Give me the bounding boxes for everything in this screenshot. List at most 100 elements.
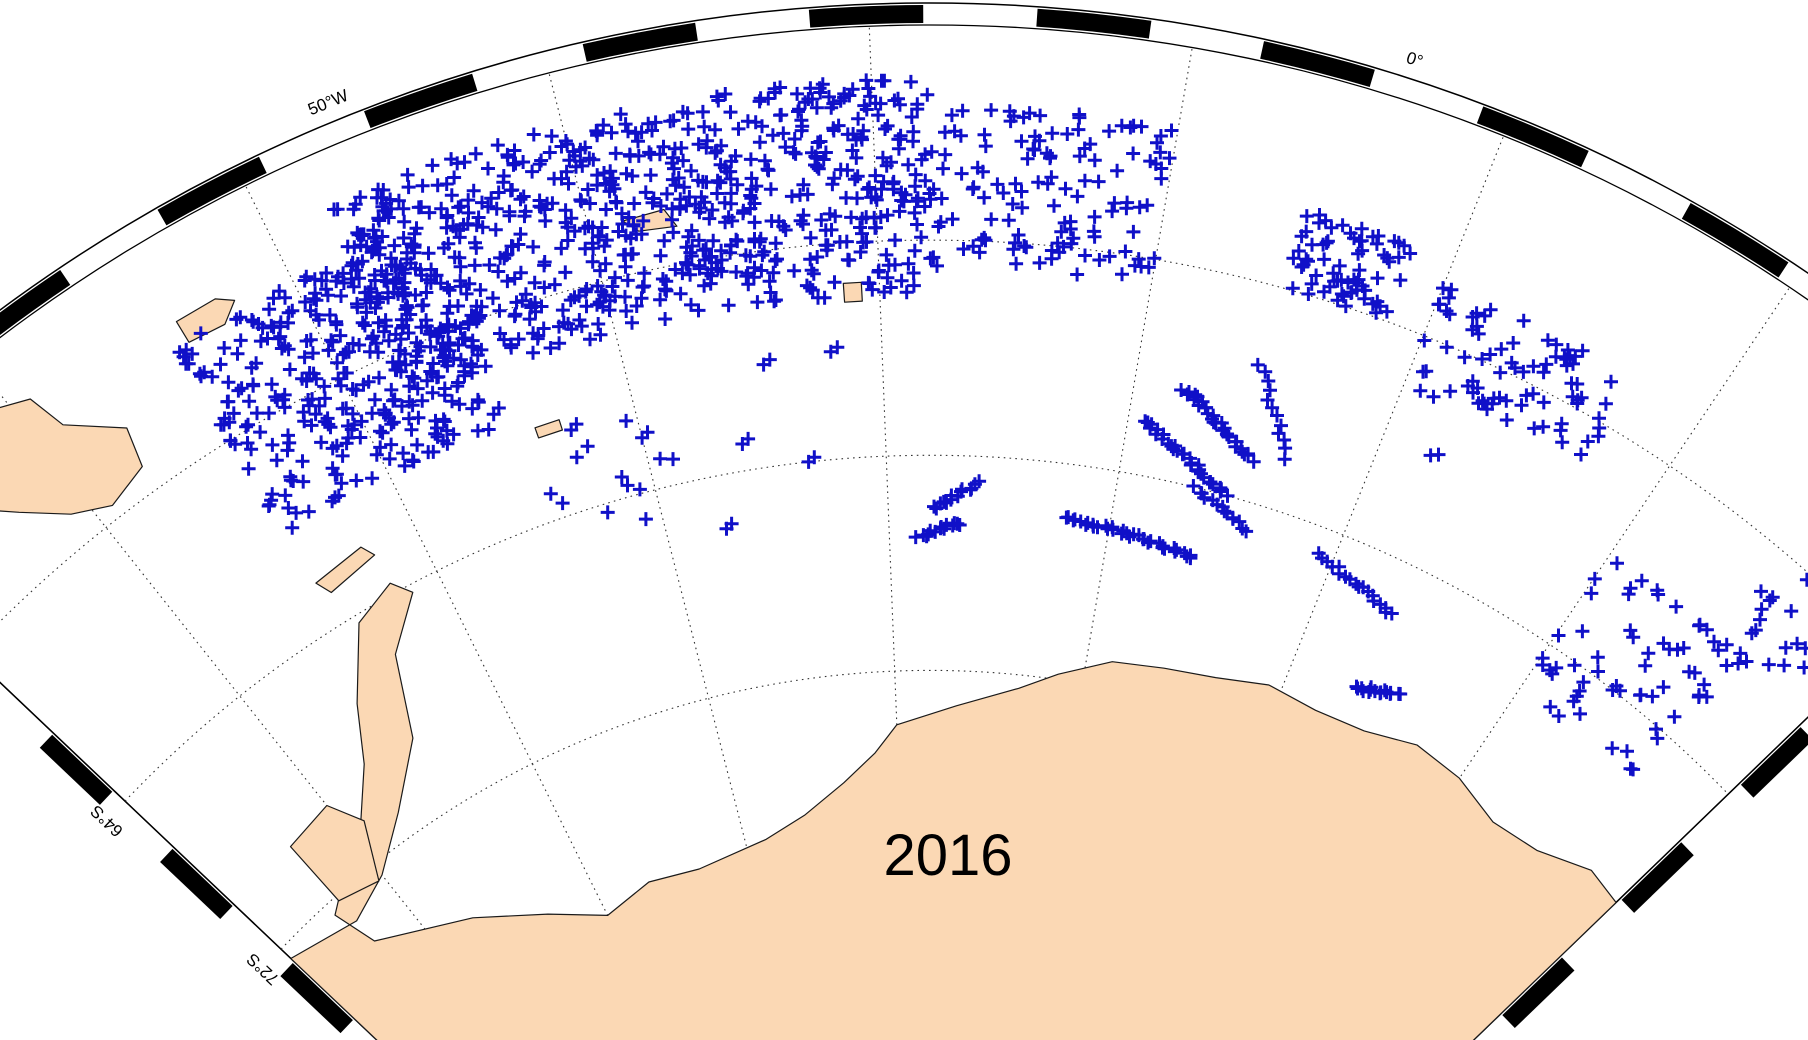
observation-marker (613, 107, 628, 122)
observation-marker (402, 379, 417, 394)
observation-marker (1343, 226, 1358, 241)
observation-marker (562, 153, 577, 168)
observation-marker (627, 196, 642, 211)
observation-marker (1391, 250, 1406, 265)
observation-marker (336, 347, 351, 362)
observation-marker (757, 153, 772, 168)
observation-marker (1650, 731, 1665, 746)
observation-marker (265, 437, 280, 452)
observation-marker (1539, 357, 1554, 372)
observation-marker (493, 326, 507, 341)
observation-marker (1197, 490, 1212, 505)
observation-marker (663, 114, 678, 129)
observation-marker (500, 274, 515, 289)
observation-marker (526, 127, 541, 142)
observation-marker (1102, 249, 1117, 264)
observation-marker (444, 188, 459, 203)
observation-marker (471, 311, 486, 326)
observation-marker (618, 259, 633, 274)
observation-marker (638, 512, 653, 527)
observation-marker (475, 220, 490, 235)
observation-marker (1182, 385, 1196, 399)
observation-marker (861, 275, 876, 290)
observation-marker (743, 152, 758, 167)
observation-marker (1416, 364, 1430, 379)
observation-marker (796, 217, 810, 232)
observation-marker (619, 304, 634, 318)
observation-marker (262, 302, 277, 317)
observation-marker (664, 156, 679, 171)
observation-marker (552, 319, 566, 334)
observation-marker (455, 331, 470, 346)
observation-marker (325, 441, 340, 456)
observation-marker (1341, 275, 1355, 290)
observation-marker (220, 394, 235, 409)
observation-marker (560, 220, 575, 235)
observation-marker (197, 365, 212, 380)
observation-marker (896, 194, 911, 209)
observation-marker (413, 339, 428, 354)
observation-marker (1621, 587, 1636, 602)
observation-marker (970, 160, 985, 175)
observation-marker (591, 228, 606, 243)
observation-marker (464, 356, 478, 371)
observation-marker (1493, 365, 1508, 380)
observation-marker (711, 93, 726, 108)
observation-marker (723, 105, 738, 120)
observation-marker (404, 422, 419, 437)
observation-marker (1480, 402, 1494, 417)
observation-marker (909, 194, 924, 209)
observation-marker (1574, 447, 1588, 462)
observation-marker (558, 203, 573, 218)
observation-marker (528, 295, 543, 310)
observation-marker (401, 180, 416, 195)
observation-marker (507, 309, 522, 324)
observation-marker (803, 252, 818, 267)
observation-marker (1754, 584, 1768, 599)
observation-marker (1045, 126, 1060, 141)
observation-marker (1270, 408, 1284, 423)
observation-marker (752, 234, 767, 249)
observation-marker (1651, 587, 1666, 602)
observation-marker (1469, 319, 1484, 334)
observation-marker (1393, 687, 1408, 701)
observation-marker (604, 125, 619, 140)
observation-marker (1439, 340, 1454, 355)
landmass-layer (0, 208, 1617, 1040)
observation-marker (594, 220, 609, 235)
observation-marker (344, 422, 359, 437)
observation-marker (1584, 586, 1599, 601)
observation-marker (526, 345, 540, 360)
observation-marker (411, 410, 426, 425)
observation-marker (1526, 386, 1541, 401)
observation-marker (484, 191, 499, 206)
observation-marker (1719, 637, 1734, 652)
observation-marker (312, 398, 327, 413)
observation-marker (574, 194, 589, 209)
observation-marker (386, 393, 401, 408)
observation-marker (713, 175, 728, 190)
observation-marker (952, 518, 967, 532)
observation-marker (1028, 129, 1042, 144)
observation-marker (675, 266, 690, 281)
observation-marker (491, 264, 506, 279)
observation-marker (697, 278, 712, 293)
observation-marker (492, 303, 507, 318)
observation-marker (352, 338, 367, 352)
frame-segment (39, 734, 113, 805)
frame-segment (160, 848, 233, 920)
observation-marker (884, 155, 898, 170)
observation-marker (810, 159, 825, 174)
observation-marker (369, 447, 384, 462)
observation-marker (743, 249, 758, 264)
observation-marker (469, 314, 484, 329)
observation-marker (249, 356, 264, 371)
observation-marker (708, 122, 722, 137)
observation-marker (407, 240, 422, 255)
observation-marker (1551, 628, 1566, 643)
observation-marker (1115, 267, 1129, 282)
observation-marker (319, 266, 334, 280)
observation-marker (1798, 641, 1808, 656)
observation-marker (439, 423, 454, 438)
observation-marker (488, 222, 503, 237)
